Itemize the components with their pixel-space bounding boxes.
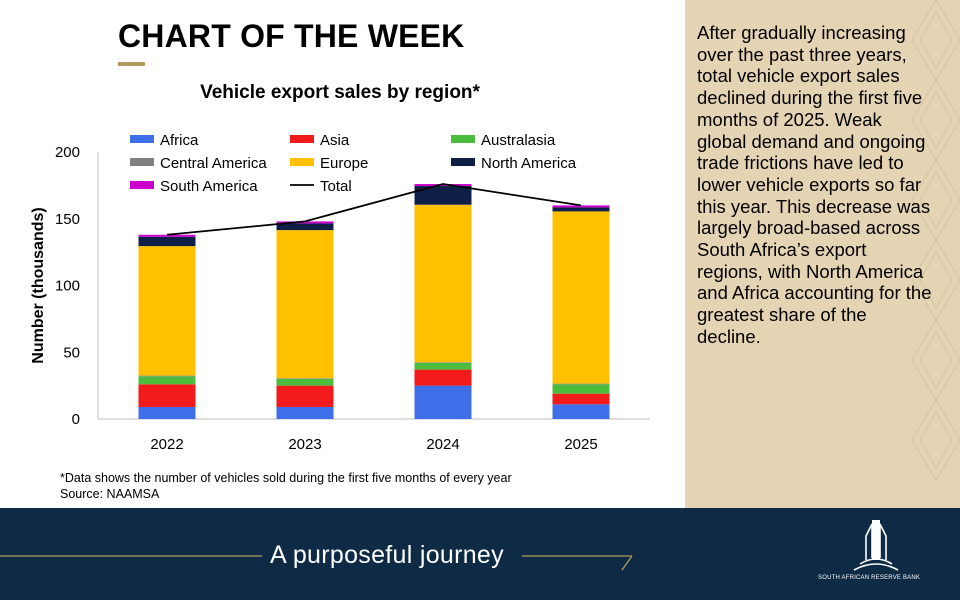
legend-label: Europe: [320, 155, 368, 172]
bar-segment-australasia: [414, 362, 472, 370]
bar-segment-asia: [138, 384, 196, 407]
footer-decorative-lines: [0, 555, 633, 571]
bar-segment-central-america: [276, 378, 334, 379]
bar-segment-africa: [276, 406, 334, 419]
export-sales-chart: 0 50 100 150 200 Number (thousands) 2022 2023 20…: [30, 132, 650, 453]
bar-segment-north-america: [414, 186, 472, 205]
bar-segment-south-america: [138, 234, 196, 237]
legend-swatch-north-america: [451, 158, 475, 166]
bar-segment-north-america: [138, 236, 196, 247]
decorative-pattern-icon: [912, 0, 960, 482]
bar-segment-south-america: [552, 205, 610, 208]
bar-segment-europe: [414, 204, 472, 363]
page-title: CHART OF THE WEEK: [118, 18, 465, 54]
legend-swatch-central-america: [130, 158, 154, 166]
y-tick-label: 100: [55, 278, 80, 295]
legend-label: South America: [160, 178, 258, 195]
chart-source: Source: NAAMSA: [60, 487, 160, 501]
bar-segment-africa: [414, 385, 472, 419]
legend-swatch-south-america: [130, 181, 154, 189]
legend-label: Africa: [160, 132, 199, 149]
bar-segment-asia: [552, 393, 610, 405]
commentary-panel: After gradually increasing over the past…: [685, 0, 960, 508]
bar-segment-north-america: [276, 223, 334, 231]
bar-segment-australasia: [276, 378, 334, 386]
bar-segment-africa: [138, 406, 196, 419]
y-axis-label: Number (thousands): [30, 207, 47, 363]
title-underline: [118, 62, 145, 66]
bar-segment-europe: [276, 230, 334, 379]
legend-swatch-africa: [130, 135, 154, 143]
bar-segment-africa: [552, 404, 610, 419]
total-line: [166, 183, 582, 236]
logo-caption: SOUTH AFRICAN RESERVE BANK: [818, 575, 921, 581]
chart-footnote-block: *Data shows the number of vehicles sold …: [60, 470, 512, 502]
bar-segment-europe: [138, 246, 196, 376]
bar-segment-central-america: [414, 362, 472, 363]
bar-segment-australasia: [552, 384, 610, 394]
bar-segment-europe: [552, 211, 610, 384]
bar-segment-central-america: [138, 375, 196, 377]
y-tick-label: 0: [72, 411, 80, 428]
x-tick-label: 2023: [288, 436, 321, 453]
legend-label: Central America: [160, 155, 267, 172]
y-tick-label: 150: [55, 211, 80, 228]
sarb-building-icon: [853, 520, 899, 571]
y-tick-label: 200: [55, 144, 80, 161]
commentary-text: After gradually increasing over the past…: [697, 22, 932, 347]
bar-segment-australasia: [138, 376, 196, 385]
slogan: A purposeful journey: [270, 541, 504, 569]
legend-label: North America: [481, 155, 577, 172]
footer-band: A purposeful journey SOUTH AFRICAN RESER…: [0, 508, 960, 600]
bar-segment-north-america: [552, 207, 610, 212]
legend-swatch-australasia: [451, 135, 475, 143]
bar-segment-asia: [276, 385, 334, 407]
bar-segment-south-america: [414, 184, 472, 187]
y-tick-label: 50: [63, 344, 80, 361]
bar-segment-south-america: [276, 221, 334, 224]
x-tick-label: 2025: [564, 436, 597, 453]
legend-swatch-asia: [290, 135, 314, 143]
bar-segment-asia: [414, 369, 472, 386]
chart-title: Vehicle export sales by region*: [200, 82, 480, 103]
legend-label: Australasia: [481, 132, 556, 149]
x-tick-label: 2024: [426, 436, 459, 453]
legend-swatch-europe: [290, 158, 314, 166]
legend-label: Total: [320, 178, 352, 195]
bar-segment-central-america: [552, 383, 610, 385]
x-tick-label: 2022: [150, 436, 183, 453]
chart-footnote: *Data shows the number of vehicles sold …: [60, 471, 512, 485]
legend-label: Asia: [320, 132, 350, 149]
